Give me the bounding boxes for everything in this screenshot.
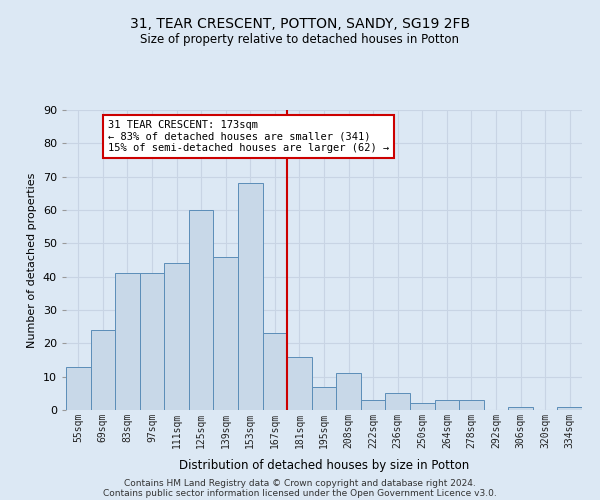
Bar bbox=[115, 274, 140, 410]
Y-axis label: Number of detached properties: Number of detached properties bbox=[27, 172, 37, 348]
Text: 31, TEAR CRESCENT, POTTON, SANDY, SG19 2FB: 31, TEAR CRESCENT, POTTON, SANDY, SG19 2… bbox=[130, 18, 470, 32]
Bar bbox=[140, 274, 164, 410]
Bar bbox=[287, 356, 312, 410]
Bar bbox=[238, 184, 263, 410]
Bar bbox=[189, 210, 214, 410]
Bar bbox=[557, 406, 582, 410]
Bar bbox=[508, 406, 533, 410]
Bar bbox=[91, 330, 115, 410]
X-axis label: Distribution of detached houses by size in Potton: Distribution of detached houses by size … bbox=[179, 459, 469, 472]
Bar bbox=[459, 400, 484, 410]
Text: Contains HM Land Registry data © Crown copyright and database right 2024.: Contains HM Land Registry data © Crown c… bbox=[124, 478, 476, 488]
Bar bbox=[164, 264, 189, 410]
Bar bbox=[336, 374, 361, 410]
Bar bbox=[66, 366, 91, 410]
Bar bbox=[312, 386, 336, 410]
Bar bbox=[434, 400, 459, 410]
Bar bbox=[385, 394, 410, 410]
Bar bbox=[263, 334, 287, 410]
Bar bbox=[361, 400, 385, 410]
Bar bbox=[214, 256, 238, 410]
Text: 31 TEAR CRESCENT: 173sqm
← 83% of detached houses are smaller (341)
15% of semi-: 31 TEAR CRESCENT: 173sqm ← 83% of detach… bbox=[108, 120, 389, 153]
Text: Size of property relative to detached houses in Potton: Size of property relative to detached ho… bbox=[140, 32, 460, 46]
Bar bbox=[410, 404, 434, 410]
Text: Contains public sector information licensed under the Open Government Licence v3: Contains public sector information licen… bbox=[103, 488, 497, 498]
